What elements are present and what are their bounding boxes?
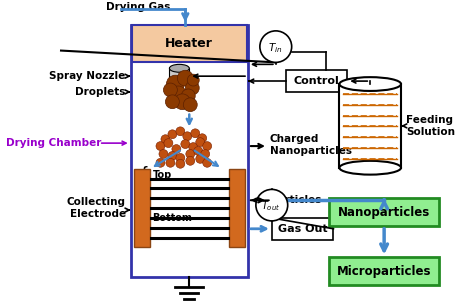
Text: Drying Gas: Drying Gas [106, 2, 170, 12]
Circle shape [256, 189, 288, 221]
Bar [329, 257, 439, 285]
Text: Control: Control [294, 76, 339, 86]
Text: Microparticles: Microparticles [337, 265, 431, 278]
Circle shape [203, 158, 212, 167]
Circle shape [191, 129, 200, 138]
Text: Nanoparticles: Nanoparticles [338, 206, 430, 219]
Circle shape [183, 132, 192, 141]
Circle shape [168, 130, 177, 139]
Circle shape [203, 142, 212, 150]
Text: Gas Out: Gas Out [278, 224, 328, 234]
Text: Nanoparticles: Nanoparticles [270, 146, 352, 156]
Ellipse shape [339, 77, 401, 91]
Text: Heater: Heater [165, 37, 213, 50]
Bar [272, 218, 333, 240]
Circle shape [260, 31, 292, 63]
Bar [169, 68, 189, 84]
Ellipse shape [339, 161, 401, 175]
Text: Collecting
Electrode: Collecting Electrode [67, 197, 126, 219]
Circle shape [181, 140, 190, 149]
Text: Particles: Particles [270, 195, 321, 205]
Circle shape [168, 152, 177, 160]
Circle shape [198, 134, 207, 143]
Text: Charged: Charged [270, 134, 319, 144]
Circle shape [196, 138, 205, 147]
Circle shape [187, 74, 199, 86]
Circle shape [164, 139, 173, 148]
Circle shape [156, 158, 165, 167]
Circle shape [185, 81, 199, 95]
Bar [131, 25, 248, 277]
Bar [339, 84, 401, 168]
Text: {: { [139, 216, 149, 234]
Circle shape [156, 142, 165, 150]
Bar [134, 169, 149, 247]
Circle shape [166, 158, 175, 167]
Circle shape [172, 145, 181, 153]
Circle shape [194, 147, 203, 156]
Circle shape [183, 98, 197, 112]
Text: $T_{in}$: $T_{in}$ [267, 41, 282, 55]
Circle shape [170, 86, 186, 102]
Text: {: { [139, 166, 149, 184]
Text: Feeding
Solution: Feeding Solution [406, 115, 455, 137]
Text: Drying Chamber: Drying Chamber [6, 138, 102, 148]
Circle shape [159, 149, 168, 158]
Bar [229, 169, 245, 247]
Bar [286, 70, 347, 92]
Circle shape [161, 135, 170, 144]
Bar [329, 198, 439, 226]
Text: Spray Nozzle: Spray Nozzle [49, 71, 126, 81]
Circle shape [165, 95, 179, 109]
Ellipse shape [169, 64, 189, 72]
Circle shape [186, 156, 195, 165]
Circle shape [201, 149, 210, 158]
Circle shape [164, 83, 177, 97]
Circle shape [182, 89, 195, 103]
Circle shape [176, 153, 185, 162]
Circle shape [186, 149, 195, 158]
Circle shape [189, 143, 198, 152]
Text: Bottom: Bottom [153, 213, 192, 223]
Circle shape [176, 160, 185, 168]
Circle shape [196, 154, 205, 163]
Circle shape [176, 127, 185, 136]
Text: Droplets: Droplets [75, 87, 126, 97]
Circle shape [177, 70, 193, 86]
Circle shape [166, 75, 184, 93]
Circle shape [174, 94, 190, 109]
Bar [132, 25, 247, 63]
Text: $T_{out}$: $T_{out}$ [261, 199, 281, 213]
Text: Top: Top [153, 170, 172, 180]
